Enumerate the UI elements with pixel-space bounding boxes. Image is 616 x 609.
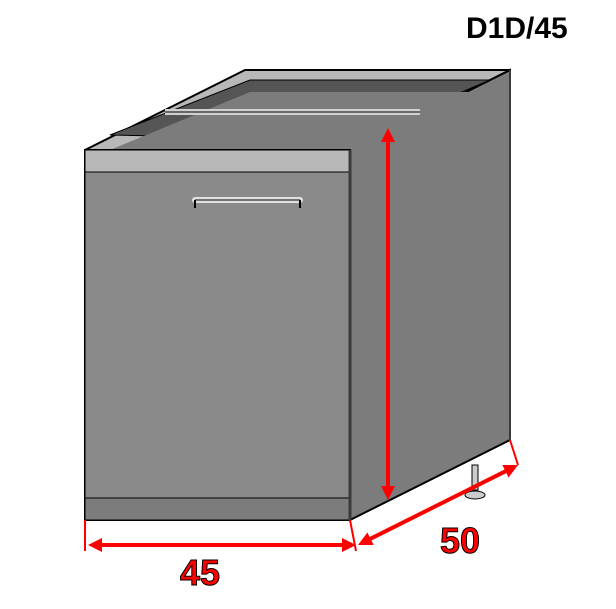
cabinet-svg — [0, 0, 616, 609]
diagram-canvas: D1D/45 82 45 50 — [0, 0, 616, 609]
